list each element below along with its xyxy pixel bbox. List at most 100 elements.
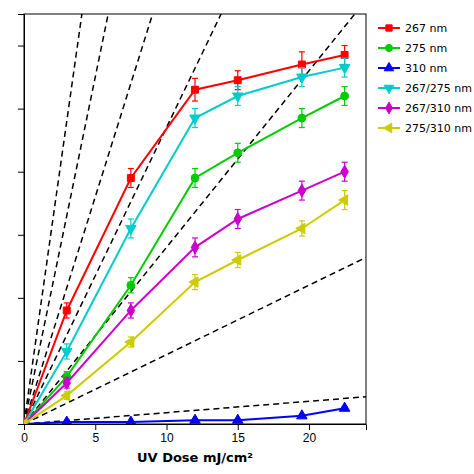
error-bar-cap	[64, 343, 70, 344]
data-point	[61, 416, 72, 424]
x-tick: 0	[21, 424, 28, 445]
error-bar	[64, 303, 70, 318]
error-bar-cap	[342, 190, 348, 191]
data-area	[24, 14, 366, 424]
legend-marker	[384, 85, 394, 93]
series	[24, 162, 348, 424]
error-bar-cap	[235, 86, 241, 87]
x-tick: 5	[92, 424, 99, 445]
error-bar-cap	[128, 237, 134, 238]
error-bar-cap	[128, 187, 134, 188]
error-bar-cap	[299, 127, 305, 128]
data-point	[341, 52, 348, 59]
error-bar-cap	[342, 86, 348, 87]
error-bar-cap	[299, 67, 305, 68]
error-bar-cap	[235, 267, 241, 268]
x-tick: 20	[303, 424, 317, 445]
error-bar-cap	[192, 108, 198, 109]
data-point	[297, 74, 308, 83]
x-tick-mark	[167, 424, 168, 430]
data-point	[191, 241, 198, 254]
legend-label: 267 nm	[405, 22, 447, 35]
error-bar-cap	[64, 358, 70, 359]
series-line	[24, 200, 345, 424]
error-bar-cap	[192, 168, 198, 169]
error-bar-cap	[299, 181, 305, 182]
legend-item: 267 nm	[378, 22, 447, 35]
x-tick-mark	[309, 424, 310, 430]
data-point	[126, 416, 137, 424]
error-bar-cap	[235, 162, 241, 163]
legend-label: 275/310 nm	[405, 122, 472, 135]
data-point	[189, 277, 198, 288]
y-tick-mark	[18, 361, 24, 362]
legend-marker	[386, 25, 392, 31]
error-bar-cap	[192, 289, 198, 290]
error-bar-cap	[235, 209, 241, 210]
y-tick-mark	[18, 424, 24, 425]
error-bar-cap	[235, 70, 241, 71]
error-bar-cap	[192, 100, 198, 101]
x-tick-label: 10	[160, 431, 174, 445]
data-point	[127, 281, 135, 289]
legend-label: 310 nm	[405, 62, 447, 75]
plot-frame	[24, 14, 366, 424]
data-point	[63, 307, 70, 314]
data-point	[127, 175, 134, 182]
error-bar	[192, 238, 198, 257]
legend-label: 267/310 nm	[405, 102, 472, 115]
data-point	[234, 149, 242, 157]
data-point	[61, 390, 70, 401]
y-tick	[18, 361, 24, 362]
error-bar-cap	[235, 228, 241, 229]
y-axis	[18, 15, 25, 425]
data-point	[298, 184, 305, 197]
chart: 05101520UV Dose mJ/cm²267 nm275 nm310 nm…	[0, 0, 474, 474]
series	[24, 87, 349, 424]
x-tick-label: 0	[21, 431, 28, 445]
reference-line	[24, 14, 366, 424]
legend-item: 267/310 nm	[378, 102, 472, 115]
data-point	[232, 93, 243, 102]
y-axis-line	[18, 15, 25, 425]
error-bar-cap	[299, 235, 305, 236]
y-tick-mark	[18, 172, 24, 173]
data-point	[126, 225, 137, 234]
error-bar	[342, 162, 348, 181]
error-bar-cap	[128, 277, 134, 278]
error-bar-cap	[192, 274, 198, 275]
x-tick: 15	[232, 424, 246, 445]
error-bar-cap	[342, 45, 348, 46]
error-bar-cap	[342, 105, 348, 106]
series-line	[24, 408, 345, 424]
data-point	[125, 337, 134, 348]
data-point	[339, 402, 350, 411]
data-point	[296, 223, 305, 234]
error-bar-cap	[192, 127, 198, 128]
error-bar-cap	[342, 181, 348, 182]
y-tick-mark	[18, 109, 24, 110]
error-bar-cap	[299, 86, 305, 87]
error-bar-cap	[128, 168, 134, 169]
data-point	[297, 410, 308, 419]
data-point	[192, 86, 199, 93]
error-bar	[128, 278, 134, 293]
error-bar-cap	[299, 199, 305, 200]
y-tick-mark	[18, 298, 24, 299]
error-bar	[128, 303, 134, 318]
legend-label: 275 nm	[405, 42, 447, 55]
reference-line	[24, 14, 366, 424]
error-bar-cap	[235, 143, 241, 144]
x-tick-mark	[238, 424, 239, 430]
x-tick-label: 15	[232, 431, 246, 445]
reference-line	[24, 257, 366, 424]
data-point	[298, 61, 305, 68]
data-point	[232, 414, 243, 423]
data-point	[191, 174, 199, 182]
legend-item: 275 nm	[378, 42, 447, 55]
legend-marker	[383, 123, 391, 133]
legend: 267 nm275 nm310 nm267/275 nm267/310 nm27…	[378, 22, 472, 135]
error-bar	[235, 71, 241, 90]
error-bar-cap	[299, 220, 305, 221]
x-tick: 10	[160, 424, 174, 445]
